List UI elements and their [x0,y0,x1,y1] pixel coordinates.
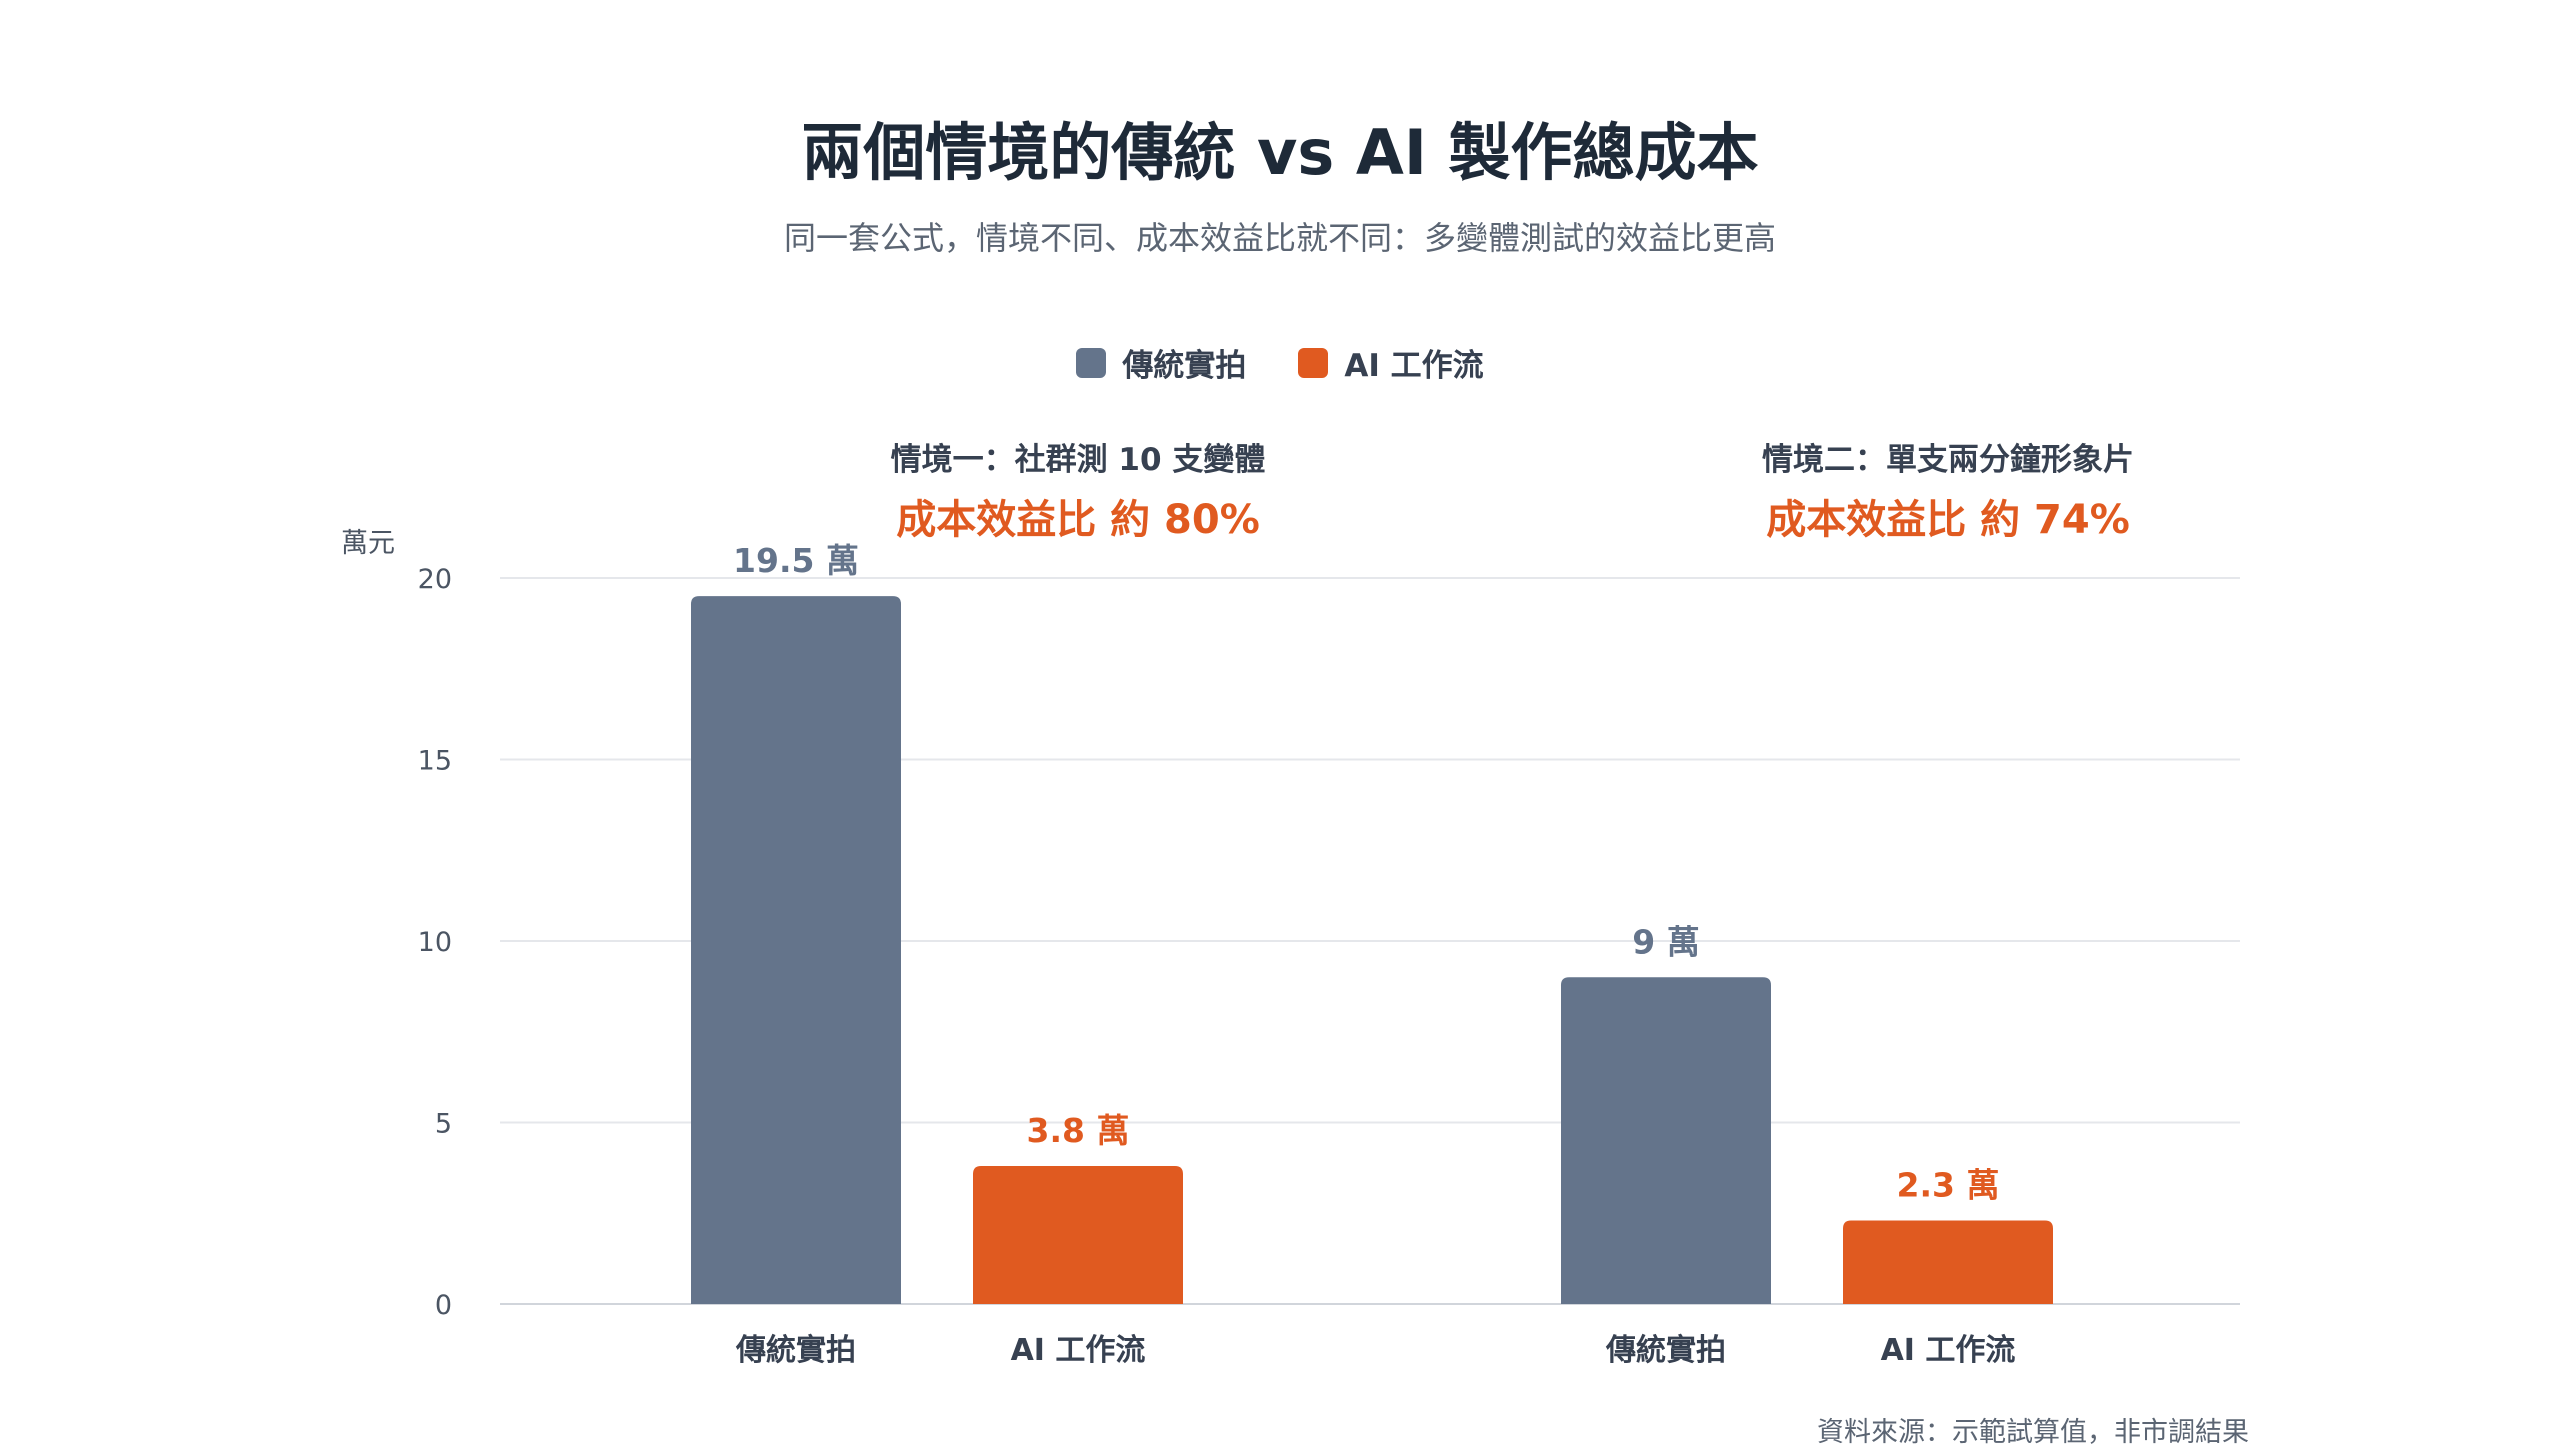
x-tick-label: 傳統實拍 [735,1333,856,1368]
y-tick-label: 20 [418,564,452,595]
legend-swatch-traditional [1076,347,1107,378]
x-tick-label: AI 工作流 [1011,1333,1146,1368]
legend-item-ai: AI 工作流 [1298,340,1484,385]
legend: 傳統實拍 AI 工作流 [0,340,2560,385]
legend-swatch-ai [1298,347,1329,378]
ratio-label: 成本效益比 約 80% [896,497,1260,543]
bar-value-label: 3.8 萬 [1027,1111,1130,1150]
y-tick-label: 15 [418,746,452,777]
x-tick-label: AI 工作流 [1881,1333,2016,1368]
y-axis-label: 萬元 [341,528,395,559]
bar-value-label: 2.3 萬 [1897,1166,2000,1205]
x-tick-label: 傳統實拍 [1605,1333,1726,1368]
bar-traditional [1561,977,1771,1304]
ratio-label: 成本效益比 約 74% [1766,497,2130,543]
bar-traditional [691,596,901,1304]
legend-label-traditional: 傳統實拍 [1122,348,1247,384]
legend-label-ai: AI 工作流 [1344,348,1484,384]
legend-item-traditional: 傳統實拍 [1076,340,1246,385]
bar-ai [973,1166,1183,1304]
source-note: 資料來源：示範試算值，非市調結果 [1817,1417,2249,1448]
group-label: 情境一：社群測 10 支變體 [891,442,1266,478]
group-label: 情境二：單支兩分鐘形象片 [1762,442,2134,478]
bar-ai [1843,1220,2053,1304]
chart-subtitle: 同一套公式，情境不同、成本效益比就不同：多變體測試的效益比更高 [783,219,1776,257]
y-tick-label: 0 [435,1290,452,1321]
bar-value-label: 9 萬 [1632,922,1699,961]
bar-value-label: 19.5 萬 [733,541,859,580]
y-tick-label: 10 [418,927,452,958]
chart-title: 兩個情境的傳統 vs AI 製作總成本 [801,116,1759,189]
y-tick-label: 5 [435,1109,452,1140]
